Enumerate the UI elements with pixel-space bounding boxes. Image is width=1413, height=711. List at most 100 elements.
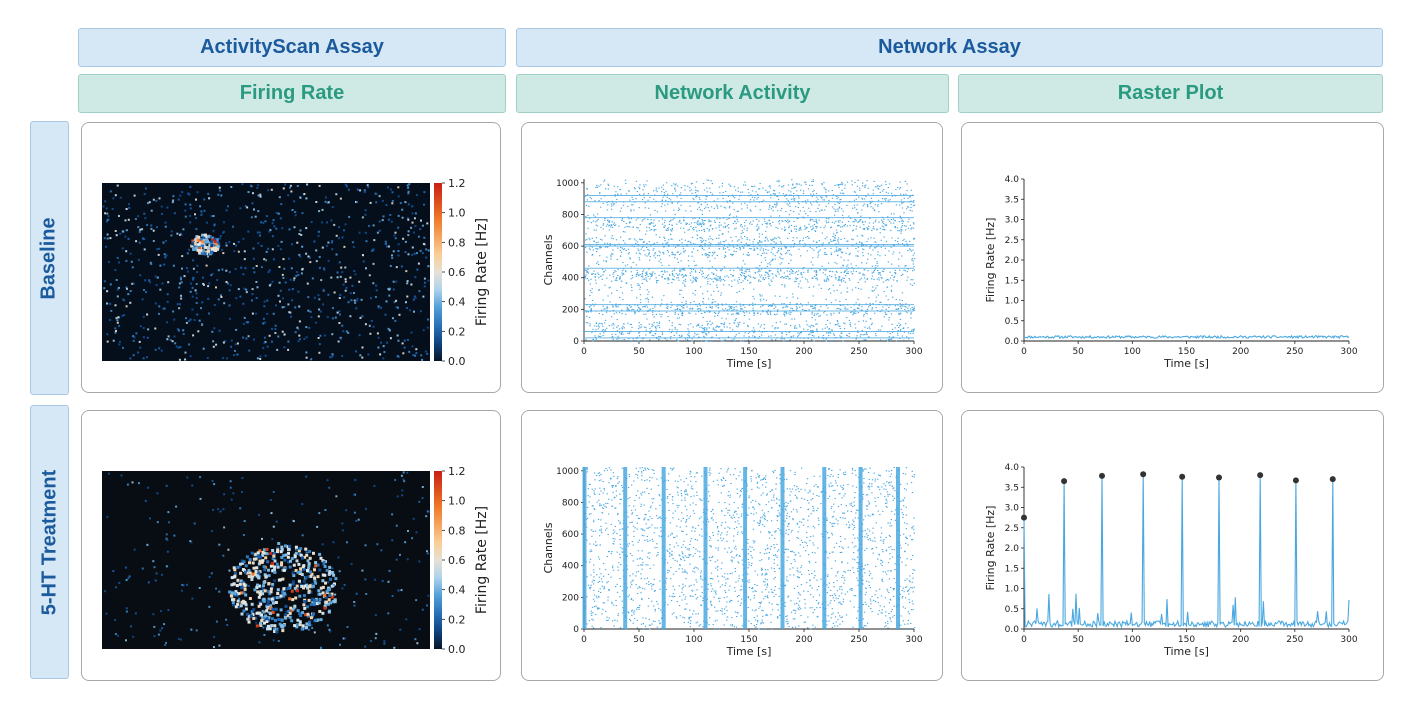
spike xyxy=(798,197,800,199)
heatmap-cell xyxy=(105,220,108,223)
spike xyxy=(724,222,726,224)
spike xyxy=(711,278,713,280)
spike xyxy=(652,222,654,224)
spike xyxy=(876,261,878,263)
heatmap-cell xyxy=(389,337,392,340)
spike xyxy=(647,275,649,277)
spike xyxy=(872,249,874,251)
heatmap-cell xyxy=(299,553,303,557)
spike xyxy=(658,322,660,324)
spike xyxy=(768,223,771,225)
heatmap-cell xyxy=(251,613,255,617)
spike xyxy=(733,186,736,188)
spike xyxy=(617,186,619,188)
spike xyxy=(735,222,737,224)
spike xyxy=(707,274,710,276)
spike xyxy=(709,187,711,189)
spike xyxy=(909,249,912,251)
heatmap-cell xyxy=(230,345,233,348)
spike xyxy=(753,238,756,240)
spike xyxy=(697,324,699,326)
spike xyxy=(845,265,848,267)
spike xyxy=(770,270,772,272)
spike xyxy=(861,198,864,200)
spike xyxy=(743,228,745,230)
spike xyxy=(853,309,855,311)
spike xyxy=(774,193,776,195)
spike xyxy=(825,218,828,220)
spike xyxy=(803,309,805,311)
heatmap-cell xyxy=(349,276,352,279)
heatmap-cell xyxy=(334,316,337,319)
spike xyxy=(778,247,780,249)
spike xyxy=(595,282,597,284)
spike xyxy=(615,278,617,280)
spike xyxy=(628,190,630,192)
spike xyxy=(706,227,708,229)
spike xyxy=(887,187,889,189)
spike xyxy=(790,224,793,226)
heatmap-cell xyxy=(305,583,309,587)
spike xyxy=(779,256,781,258)
spike xyxy=(653,322,655,324)
spike xyxy=(633,238,636,240)
spike xyxy=(905,193,907,195)
spike xyxy=(828,328,830,330)
heatmap-cell xyxy=(242,273,245,276)
heatmap-cell xyxy=(407,230,410,233)
spike xyxy=(679,336,681,338)
spike xyxy=(688,335,690,337)
spike xyxy=(847,221,850,223)
spike xyxy=(590,273,593,275)
spike xyxy=(800,229,802,231)
spike xyxy=(821,209,823,211)
spike xyxy=(891,195,893,197)
spike xyxy=(634,313,636,315)
heatmap-cell xyxy=(299,582,302,585)
spike xyxy=(897,230,899,232)
heatmap-cell xyxy=(277,294,280,297)
spike xyxy=(602,299,604,301)
spike xyxy=(683,220,685,222)
heatmap-cell xyxy=(156,492,159,495)
spike xyxy=(768,283,770,285)
spike xyxy=(681,238,683,240)
spike xyxy=(828,203,830,205)
heatmap-cell xyxy=(114,230,117,232)
spike xyxy=(762,278,764,280)
heatmap-cell xyxy=(247,335,250,338)
x-tick-label: 200 xyxy=(795,347,812,357)
spike xyxy=(585,204,588,206)
spike xyxy=(604,217,606,219)
heatmap-cell xyxy=(402,478,405,481)
spike xyxy=(729,244,731,246)
spike xyxy=(588,247,591,249)
spike xyxy=(613,313,615,315)
heatmap-cell xyxy=(282,297,284,300)
spike xyxy=(741,230,743,232)
spike xyxy=(736,211,738,213)
spike xyxy=(774,255,776,257)
heatmap-cell xyxy=(207,249,210,253)
spike xyxy=(866,331,868,333)
spike xyxy=(706,329,708,331)
spike xyxy=(881,219,883,221)
spike xyxy=(740,232,742,234)
spike xyxy=(703,329,705,331)
spike xyxy=(628,218,630,220)
spike xyxy=(692,326,694,328)
heatmap-cell xyxy=(308,326,311,329)
heatmap-cell xyxy=(307,628,310,631)
spike xyxy=(694,294,696,296)
spike xyxy=(639,327,641,329)
spike xyxy=(899,299,901,301)
spike xyxy=(806,227,808,229)
spike xyxy=(720,329,722,331)
spike xyxy=(718,277,720,279)
spike xyxy=(776,252,778,254)
spike xyxy=(781,276,783,278)
spike xyxy=(796,327,798,329)
spike xyxy=(616,277,618,279)
spike xyxy=(775,226,777,228)
spike xyxy=(726,275,728,277)
